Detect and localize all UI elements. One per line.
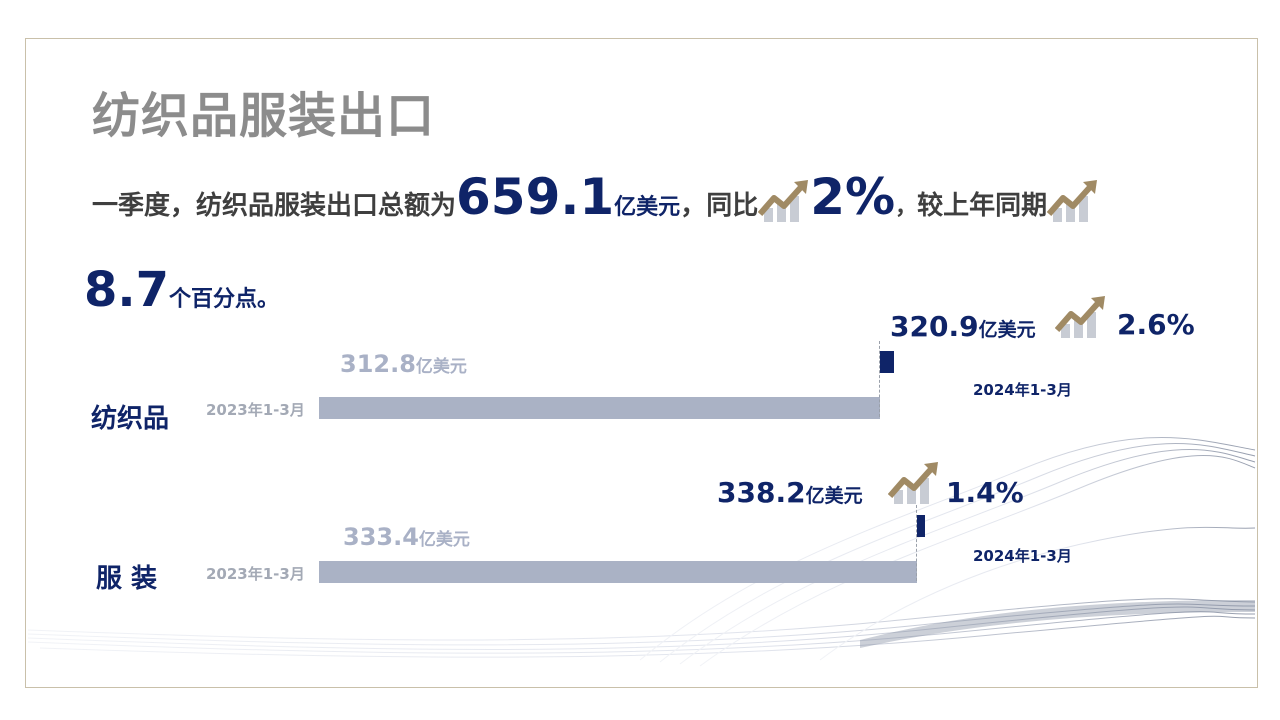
trend-up-icon [1054, 294, 1107, 340]
category-label: 纺织品 [91, 404, 170, 434]
slide-frame [25, 38, 1258, 688]
period-label-2024: 2024年1-3月 [973, 547, 1072, 565]
trend-up-icon [887, 460, 940, 506]
total-value: 659.1 [456, 168, 615, 226]
value-label-2024: 338.2亿美元 [717, 476, 863, 509]
bar-2024 [879, 351, 895, 373]
period-label-2024: 2024年1-3月 [973, 381, 1072, 399]
value-label-2023: 312.8亿美元 [340, 350, 467, 378]
bar-connector [878, 341, 881, 417]
trend-up-icon [757, 178, 810, 224]
summary-comma: ， [895, 195, 918, 220]
value-unit: 亿美元 [418, 530, 470, 550]
yoy-value: 2% [810, 168, 896, 226]
value-label-2024: 320.9亿美元 [890, 310, 1036, 343]
summary-line-2: 8.7个百分点。 [84, 262, 279, 318]
pp-tail: 个百分点。 [169, 287, 280, 312]
period-label-2023: 2023年1-3月 [206, 565, 305, 583]
growth-label: 1.4% [946, 476, 1024, 509]
value-unit: 亿美元 [978, 319, 1036, 341]
value-unit: 亿美元 [415, 357, 467, 377]
category-label: 服 装 [96, 564, 158, 594]
bar-2023 [319, 561, 917, 583]
growth-label: 2.6% [1117, 308, 1195, 341]
page-title: 纺织品服装出口 [92, 88, 436, 144]
period-label-2023: 2023年1-3月 [206, 401, 305, 419]
value-number: 333.4 [343, 523, 419, 551]
value-number: 320.9 [890, 310, 979, 343]
summary-prefix: 一季度，纺织品服装出口总额为 [92, 191, 457, 221]
total-unit: 亿美元 [614, 195, 681, 220]
summary-mid: ，同比 [680, 191, 759, 221]
value-label-2023: 333.4亿美元 [343, 523, 470, 551]
value-number: 312.8 [340, 350, 416, 378]
bar-connector [915, 505, 918, 581]
trend-up-icon [1046, 178, 1099, 224]
value-number: 338.2 [717, 476, 806, 509]
summary-tail: 较上年同期 [917, 191, 1048, 221]
summary-line: 一季度，纺织品服装出口总额为659.1亿美元，同比 2%，较上年同期 [92, 168, 1099, 226]
pp-value: 8.7 [84, 262, 170, 318]
bar-2024 [916, 515, 926, 537]
value-unit: 亿美元 [805, 485, 863, 507]
bar-2023 [319, 397, 880, 419]
